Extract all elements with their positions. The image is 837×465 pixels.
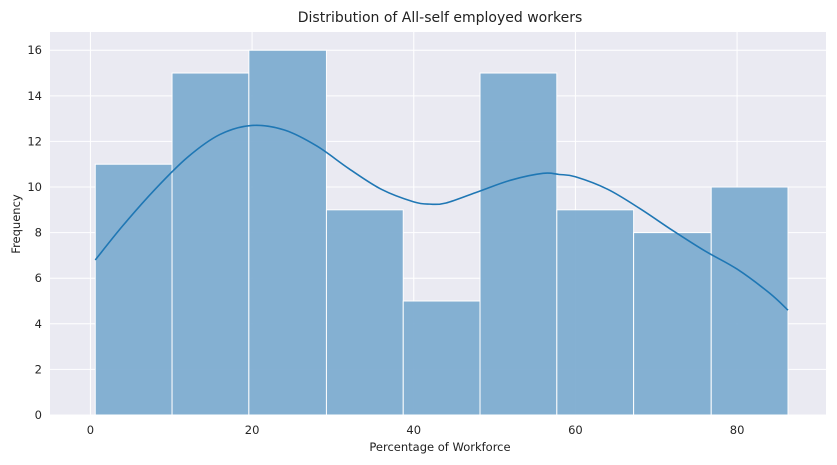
y-tick-label: 6 — [35, 271, 42, 285]
x-tick-label: 0 — [87, 423, 94, 437]
y-tick-label: 10 — [27, 180, 42, 194]
y-axis-label: Frequency — [9, 194, 23, 254]
y-tick-label: 8 — [35, 226, 42, 240]
x-tick-label: 60 — [568, 423, 583, 437]
x-axis-label: Percentage of Workforce — [369, 440, 510, 454]
histogram-bar — [402, 300, 481, 416]
x-tick-label: 20 — [245, 423, 260, 437]
histogram-bar — [325, 209, 404, 416]
y-tick-label: 16 — [27, 43, 42, 57]
histogram-bar — [479, 72, 558, 416]
y-tick-label: 14 — [27, 89, 42, 103]
y-tick-label: 12 — [27, 134, 42, 148]
y-tick-label: 0 — [35, 408, 42, 422]
histogram-bar — [633, 232, 712, 416]
histogram-bars — [94, 49, 789, 416]
histogram-bar — [248, 49, 327, 416]
x-tick-label: 80 — [730, 423, 745, 437]
x-tick-label: 40 — [406, 423, 421, 437]
y-tick-label: 4 — [35, 317, 42, 331]
y-tick-label: 2 — [35, 362, 42, 376]
histogram-bar — [171, 72, 250, 416]
histogram-bar — [94, 163, 173, 416]
chart-title: Distribution of All-self employed worker… — [298, 10, 583, 26]
kde-curve — [94, 124, 789, 311]
histogram-bar — [556, 209, 635, 416]
y-tick-labels: 0 2 4 6 8 10 12 14 16 — [27, 43, 42, 422]
histogram-bar — [710, 186, 789, 416]
x-tick-labels: 0 20 40 60 80 — [87, 423, 745, 437]
